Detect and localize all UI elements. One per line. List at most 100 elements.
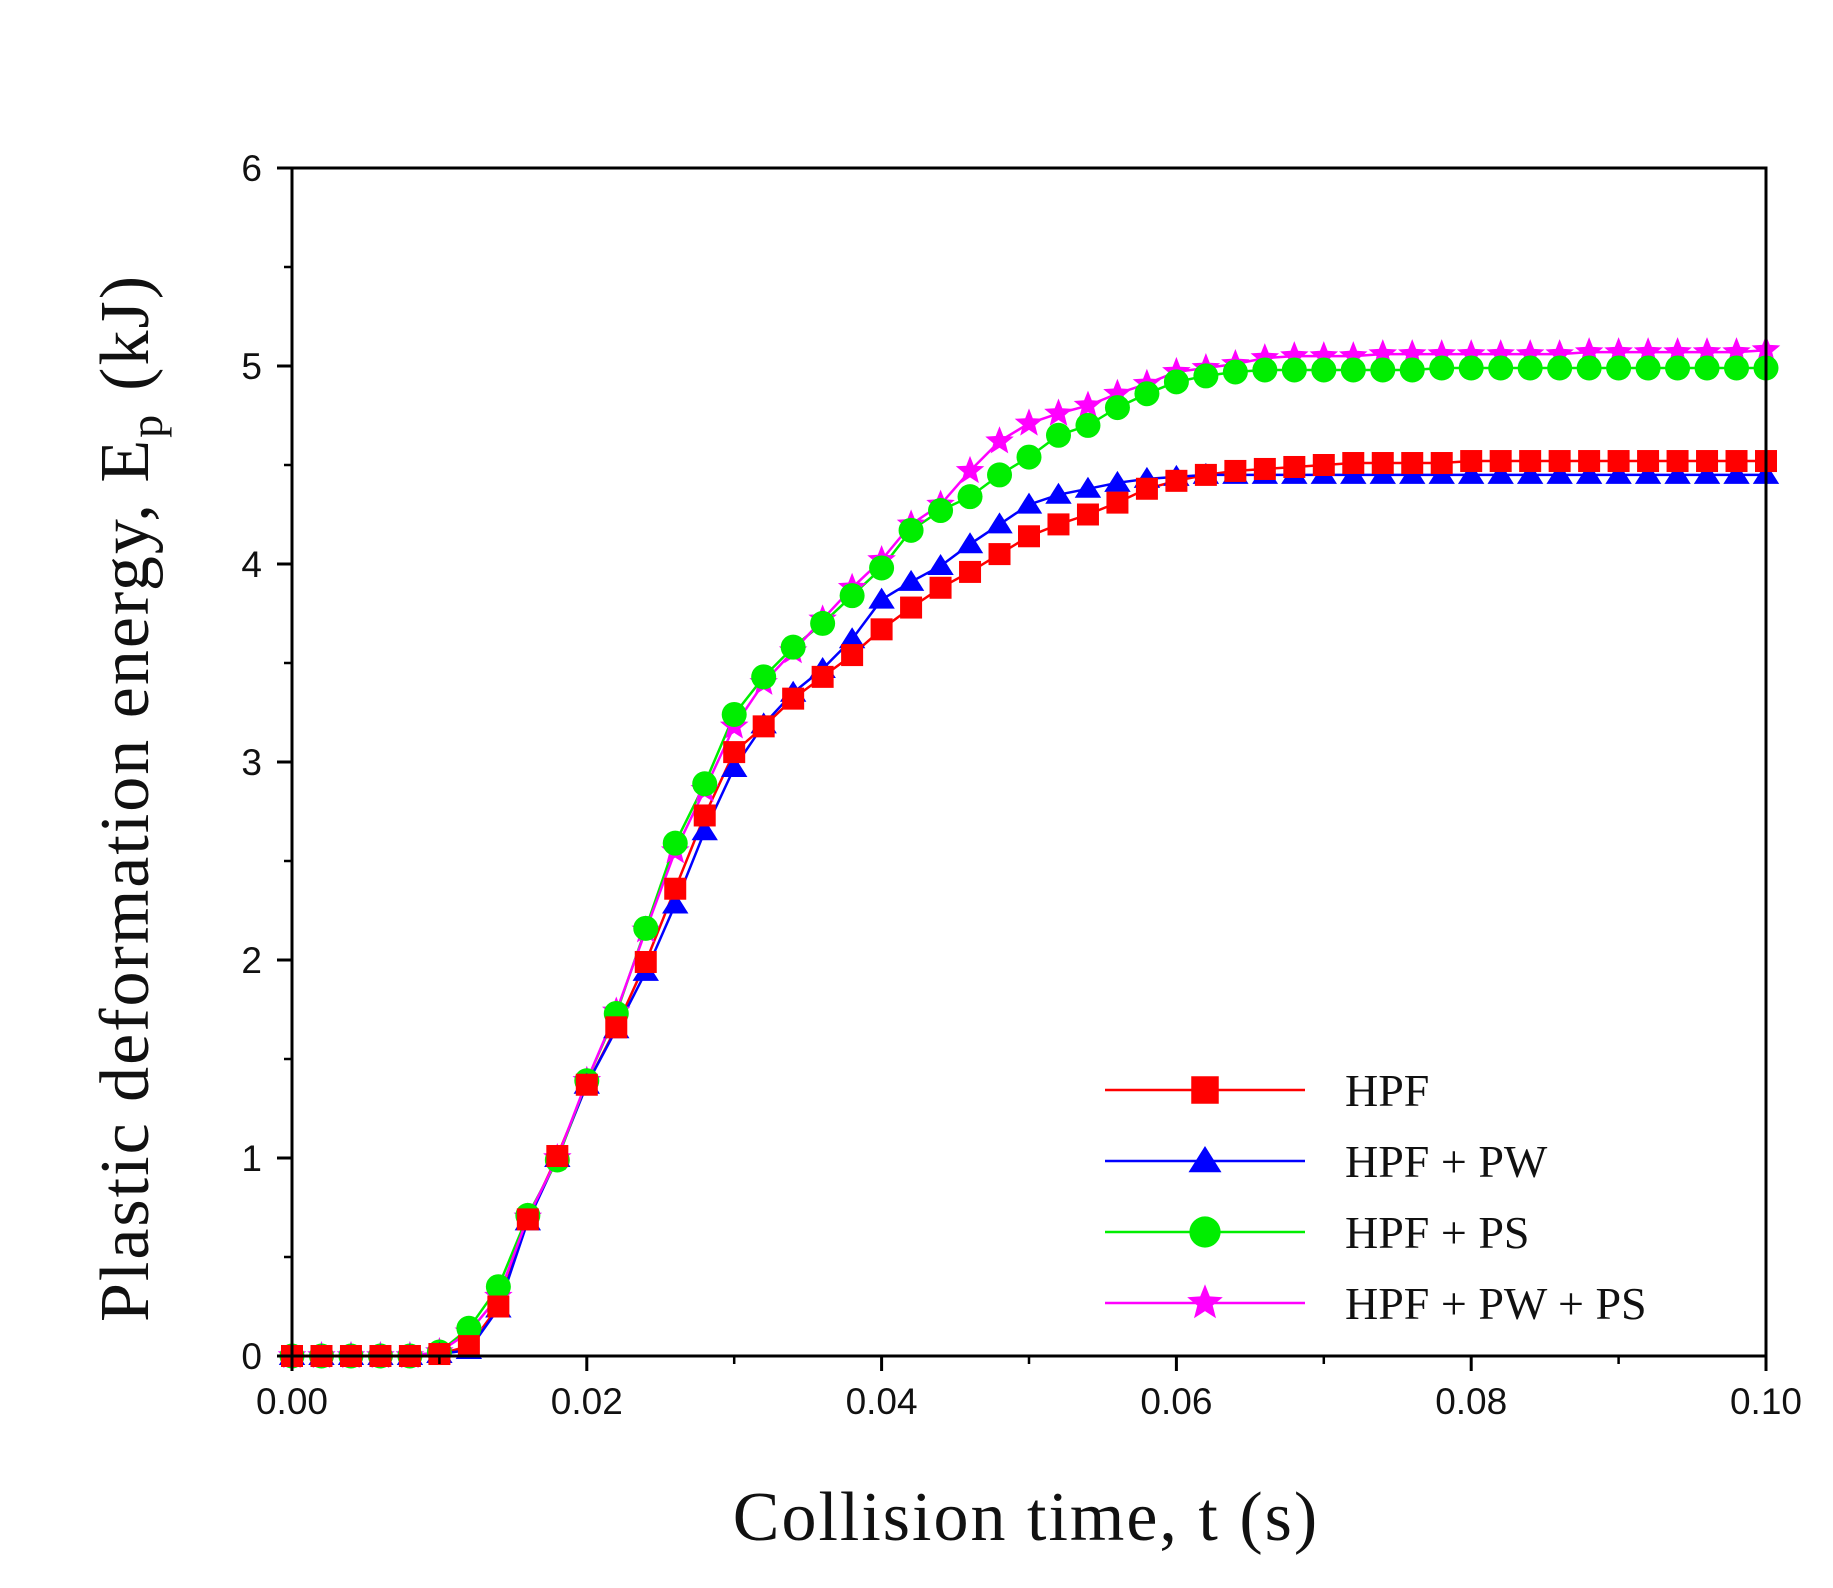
data-point-1-13 <box>662 892 689 914</box>
data-point-0-13 <box>664 877 687 900</box>
data-point-2-39 <box>1429 355 1455 381</box>
data-point-0-12 <box>634 950 657 973</box>
data-point-3-41 <box>1486 339 1515 367</box>
legend-label-1: HPF + PW <box>1345 1136 1548 1187</box>
data-point-1-20 <box>868 587 895 609</box>
data-point-2-7 <box>485 1274 511 1300</box>
data-point-0-34 <box>1283 455 1306 478</box>
data-point-3-24 <box>985 426 1014 454</box>
data-point-1-43 <box>1546 462 1573 484</box>
data-point-0-40 <box>1460 450 1483 473</box>
data-point-2-42 <box>1517 355 1543 381</box>
y-tick-label: 4 <box>241 544 262 585</box>
legend-marker-3 <box>1187 1284 1223 1319</box>
y-tick-label: 6 <box>241 148 262 189</box>
data-point-2-21 <box>898 517 924 543</box>
data-point-3-45 <box>1604 337 1633 365</box>
data-point-0-41 <box>1489 450 1512 473</box>
x-tick-label: 0.06 <box>1140 1381 1212 1422</box>
data-point-3-44 <box>1574 337 1604 365</box>
data-point-3-33 <box>1250 343 1280 371</box>
data-point-0-30 <box>1165 469 1188 492</box>
data-point-2-26 <box>1045 422 1071 448</box>
data-point-1-24 <box>986 512 1013 534</box>
data-point-0-24 <box>988 543 1011 566</box>
y-axis-title: Plastic deformation energy, Ep (kJ) <box>87 274 172 1322</box>
data-point-2-14 <box>692 771 718 797</box>
data-point-2-24 <box>987 462 1013 488</box>
series-markers <box>277 335 1781 1369</box>
data-point-0-36 <box>1342 452 1365 475</box>
legend-marker-2 <box>1189 1216 1221 1248</box>
data-point-2-31 <box>1193 363 1219 389</box>
data-point-1-41 <box>1487 462 1514 484</box>
data-point-3-26 <box>1044 398 1073 426</box>
y-tick-label: 2 <box>241 940 262 981</box>
data-point-0-22 <box>929 576 952 599</box>
data-point-3-34 <box>1280 341 1309 369</box>
data-point-2-47 <box>1665 355 1691 381</box>
data-point-0-10 <box>575 1073 598 1096</box>
y-axis-title-subscript: p <box>121 413 172 438</box>
data-point-1-48 <box>1693 462 1721 484</box>
data-point-2-48 <box>1694 355 1720 381</box>
data-point-1-23 <box>956 532 984 554</box>
data-point-1-19 <box>838 627 866 649</box>
data-point-2-36 <box>1340 357 1366 383</box>
data-point-3-47 <box>1663 337 1692 365</box>
data-point-2-27 <box>1075 412 1101 438</box>
data-point-1-15 <box>721 755 748 777</box>
legend-marker-0 <box>1191 1076 1219 1104</box>
y-tick-label: 0 <box>241 1336 262 1377</box>
data-point-2-23 <box>957 484 983 510</box>
data-point-0-6 <box>457 1335 480 1358</box>
data-point-0-38 <box>1401 452 1424 475</box>
data-point-0-8 <box>516 1208 539 1231</box>
data-point-0-5 <box>428 1343 451 1366</box>
data-point-0-17 <box>782 687 805 710</box>
data-point-0-19 <box>841 644 864 667</box>
data-point-2-6 <box>456 1315 482 1341</box>
data-point-0-20 <box>870 618 893 641</box>
data-point-1-45 <box>1605 462 1632 484</box>
x-tick-label: 0.00 <box>256 1381 328 1422</box>
x-tick-label: 0.10 <box>1730 1381 1802 1422</box>
data-point-2-19 <box>839 583 865 609</box>
data-point-0-23 <box>959 560 982 583</box>
data-point-3-39 <box>1427 339 1456 367</box>
data-point-0-43 <box>1548 450 1571 473</box>
data-point-0-25 <box>1018 525 1040 548</box>
data-point-2-44 <box>1576 355 1602 381</box>
data-point-0-9 <box>546 1145 569 1168</box>
data-point-1-28 <box>1104 470 1131 492</box>
data-point-2-12 <box>633 915 659 941</box>
data-point-2-46 <box>1635 355 1661 381</box>
data-point-0-15 <box>723 741 746 764</box>
legend-marker-1 <box>1188 1146 1222 1173</box>
data-point-0-39 <box>1430 452 1453 475</box>
data-point-0-37 <box>1371 452 1394 475</box>
data-point-0-49 <box>1725 450 1748 473</box>
data-point-0-47 <box>1666 450 1689 473</box>
data-point-0-48 <box>1696 450 1719 473</box>
data-point-2-25 <box>1016 444 1042 470</box>
data-point-0-29 <box>1135 477 1158 500</box>
data-point-2-40 <box>1458 355 1484 381</box>
data-point-1-21 <box>897 569 925 591</box>
data-point-1-44 <box>1575 462 1603 484</box>
x-tick-label: 0.04 <box>846 1381 918 1422</box>
data-point-3-46 <box>1633 337 1663 365</box>
data-point-2-33 <box>1252 357 1278 383</box>
data-point-0-14 <box>693 804 716 827</box>
axes: 0.00 0.02 0.04 0.06 0.08 0.10 0 1 2 3 4 5 6 <box>241 148 1802 1422</box>
data-point-0-31 <box>1194 463 1217 486</box>
data-point-0-28 <box>1106 491 1129 514</box>
data-point-3-23 <box>955 455 985 484</box>
data-point-0-44 <box>1578 450 1601 473</box>
y-tick-label: 5 <box>241 346 262 387</box>
data-point-3-28 <box>1103 378 1132 406</box>
data-point-1-46 <box>1634 462 1662 484</box>
data-point-1-42 <box>1516 462 1544 484</box>
series-line-0 <box>292 459 1766 1358</box>
series-line-2 <box>292 366 1766 1358</box>
